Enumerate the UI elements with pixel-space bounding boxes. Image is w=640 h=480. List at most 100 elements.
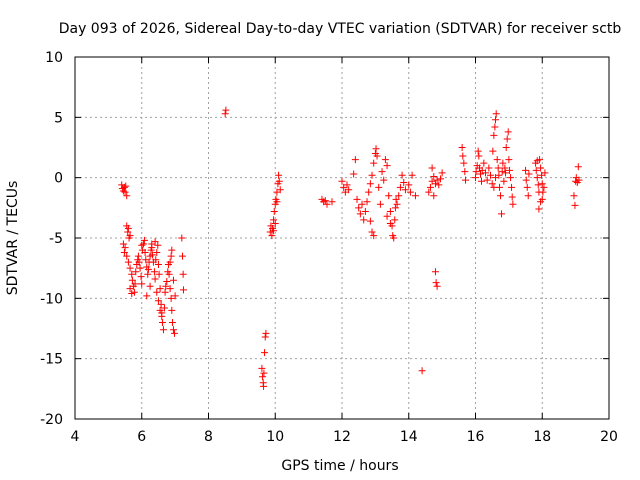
data-point bbox=[461, 176, 469, 184]
data-point bbox=[169, 326, 177, 334]
y-tick-label: -5 bbox=[49, 231, 63, 247]
data-point bbox=[179, 286, 187, 294]
data-point bbox=[497, 192, 505, 200]
data-point bbox=[488, 180, 496, 188]
data-point bbox=[271, 220, 279, 228]
data-point bbox=[353, 195, 361, 203]
data-point bbox=[366, 180, 374, 188]
data-point bbox=[351, 156, 359, 164]
data-point bbox=[126, 285, 134, 293]
data-point bbox=[158, 312, 166, 320]
data-point bbox=[153, 288, 161, 296]
data-point bbox=[459, 152, 467, 160]
data-point bbox=[138, 241, 146, 249]
data-point bbox=[368, 228, 376, 236]
x-tick-label: 18 bbox=[533, 429, 551, 445]
x-tick-label: 14 bbox=[400, 429, 418, 445]
data-point bbox=[428, 164, 436, 172]
data-point bbox=[401, 186, 409, 194]
data-point bbox=[392, 195, 400, 203]
data-point bbox=[166, 258, 174, 266]
data-point bbox=[524, 192, 532, 200]
data-point bbox=[273, 198, 281, 206]
data-points bbox=[118, 106, 583, 390]
data-point bbox=[391, 204, 399, 212]
data-point bbox=[141, 248, 149, 256]
data-point bbox=[474, 147, 482, 155]
data-point bbox=[123, 192, 131, 200]
data-point bbox=[475, 152, 483, 160]
data-point bbox=[532, 166, 540, 174]
data-point bbox=[509, 200, 517, 208]
data-point bbox=[132, 268, 140, 276]
data-point bbox=[356, 210, 364, 218]
data-point bbox=[146, 282, 154, 290]
data-point bbox=[262, 329, 270, 337]
data-point bbox=[483, 176, 491, 184]
data-point bbox=[508, 183, 516, 191]
data-point bbox=[366, 217, 374, 225]
data-point bbox=[170, 329, 178, 337]
data-point bbox=[405, 181, 413, 189]
data-point bbox=[150, 268, 158, 276]
data-point bbox=[153, 248, 161, 256]
data-point bbox=[373, 152, 381, 160]
data-point bbox=[492, 110, 500, 118]
data-point bbox=[138, 280, 146, 288]
data-point bbox=[491, 123, 499, 131]
y-tick-label: 0 bbox=[54, 171, 63, 187]
y-tick-label: -10 bbox=[40, 291, 63, 307]
data-point bbox=[431, 180, 439, 188]
data-point bbox=[490, 183, 498, 191]
data-point bbox=[328, 198, 336, 206]
data-point bbox=[144, 270, 152, 278]
data-point bbox=[408, 171, 416, 179]
data-point bbox=[436, 175, 444, 183]
data-point bbox=[361, 207, 369, 215]
data-point bbox=[386, 207, 394, 215]
data-point bbox=[144, 265, 152, 273]
data-point bbox=[570, 192, 578, 200]
data-point bbox=[525, 170, 533, 178]
data-point bbox=[158, 318, 166, 326]
data-point bbox=[160, 304, 168, 312]
data-point bbox=[572, 177, 580, 185]
data-point bbox=[157, 300, 165, 308]
data-point bbox=[365, 188, 373, 196]
data-point bbox=[522, 176, 530, 184]
data-point bbox=[124, 258, 132, 266]
x-tick-label: 12 bbox=[333, 429, 351, 445]
data-point bbox=[540, 183, 548, 191]
data-point bbox=[360, 216, 368, 224]
data-point bbox=[489, 147, 497, 155]
data-point bbox=[126, 264, 134, 272]
data-point bbox=[221, 110, 229, 118]
data-point bbox=[275, 171, 283, 179]
data-point bbox=[376, 200, 384, 208]
data-point bbox=[123, 252, 131, 260]
data-point bbox=[490, 131, 498, 139]
data-point bbox=[128, 276, 136, 284]
data-point bbox=[156, 285, 164, 293]
data-point bbox=[154, 297, 162, 305]
data-point bbox=[433, 176, 441, 184]
data-point bbox=[168, 306, 176, 314]
data-point bbox=[477, 170, 485, 178]
y-tick-label: 5 bbox=[54, 110, 63, 126]
data-point bbox=[425, 188, 433, 196]
data-point bbox=[275, 177, 283, 185]
data-point bbox=[383, 162, 391, 170]
data-point bbox=[370, 159, 378, 167]
data-point bbox=[378, 168, 386, 176]
data-point bbox=[178, 252, 186, 260]
data-point bbox=[258, 364, 266, 372]
data-point bbox=[178, 234, 186, 242]
data-point bbox=[260, 369, 268, 377]
data-point bbox=[395, 192, 403, 200]
data-point bbox=[538, 180, 546, 188]
y-axis-ticks: 10 5 0 -5 -10 -15 -20 bbox=[40, 50, 609, 428]
data-point bbox=[134, 252, 142, 260]
data-point bbox=[501, 164, 509, 172]
data-point bbox=[435, 181, 443, 189]
x-tick-label: 8 bbox=[204, 429, 213, 445]
